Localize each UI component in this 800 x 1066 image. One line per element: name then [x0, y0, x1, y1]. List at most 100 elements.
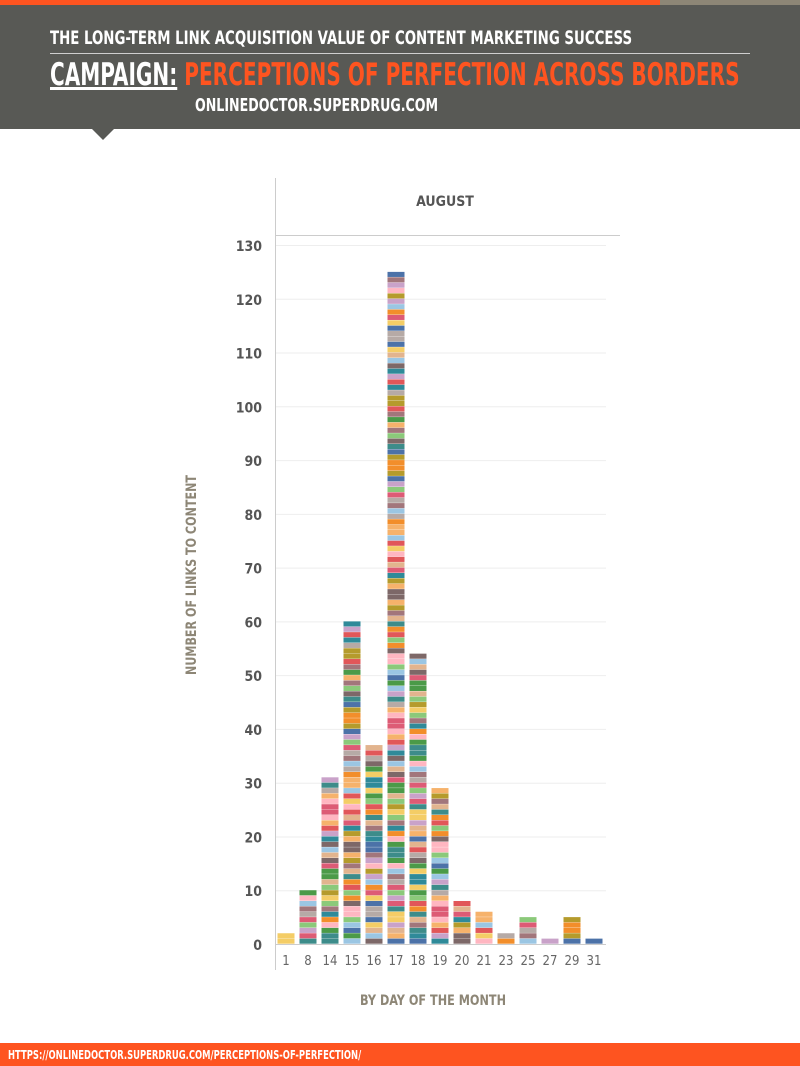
bar-segment — [387, 712, 405, 718]
bar-segment — [343, 626, 361, 632]
bar-segment — [365, 745, 383, 751]
bar-segment — [563, 933, 581, 939]
bar-segment — [387, 680, 405, 686]
bar-segment — [497, 933, 515, 939]
y-tick-label: 70 — [244, 562, 262, 578]
bar-segment — [343, 691, 361, 697]
bar-segment — [387, 406, 405, 412]
bar-segment — [431, 825, 449, 831]
bar-segment — [343, 659, 361, 665]
bar-segment — [387, 766, 405, 772]
bar-segment — [387, 691, 405, 697]
bar-segment — [409, 938, 427, 944]
bar-segment — [431, 927, 449, 933]
bar-segment — [409, 874, 427, 880]
bar-segment — [387, 589, 405, 595]
bar-segment — [387, 771, 405, 778]
bar-segment — [365, 755, 383, 761]
bar-segment — [519, 933, 537, 939]
y-tick-label: 30 — [244, 777, 262, 793]
bar-segment — [343, 718, 361, 724]
bar-segment — [387, 572, 405, 579]
bar-segment — [365, 900, 383, 907]
bar-segment — [387, 820, 405, 826]
bar-segment — [365, 841, 383, 847]
bar-segment — [365, 884, 383, 890]
bar-segment — [453, 933, 471, 939]
bar-segment — [409, 868, 427, 874]
bar-segment — [387, 363, 405, 369]
bar-segment — [585, 938, 603, 944]
bar-segment — [387, 927, 405, 933]
bar-segment — [409, 707, 427, 713]
bar-segment — [343, 825, 361, 831]
bar-segment — [387, 637, 405, 643]
bar-segment — [431, 788, 449, 794]
bar-segment — [409, 852, 427, 858]
bar-segment — [387, 664, 405, 670]
bar-segment — [409, 777, 427, 783]
bar-segment — [409, 927, 427, 933]
bar-day-16 — [365, 745, 383, 944]
bar-segment — [387, 449, 405, 455]
bar-segment — [409, 820, 427, 826]
bar-segment — [321, 798, 339, 804]
x-tick-label: 14 — [323, 954, 338, 969]
bar-day-27 — [541, 938, 559, 944]
bar-segment — [299, 922, 317, 928]
bar-segment — [299, 933, 317, 939]
bar-segment — [343, 911, 361, 917]
bar-segment — [387, 814, 405, 821]
bar-segment — [343, 793, 361, 799]
bar-segment — [387, 723, 405, 729]
bar-segment — [519, 922, 537, 928]
bar-segment — [387, 857, 405, 864]
bar-segment — [431, 852, 449, 858]
bar-segment — [365, 809, 383, 815]
bar-segment — [387, 443, 405, 450]
bar-segment — [387, 513, 405, 519]
bar-segment — [343, 836, 361, 842]
bar-segment — [475, 927, 493, 933]
bar-segment — [387, 809, 405, 815]
x-tick-label: 25 — [521, 954, 536, 969]
bar-segment — [387, 922, 405, 928]
footer-url[interactable]: HTTPS://ONLINEDOCTOR.SUPERDRUG.COM/PERCE… — [8, 1048, 362, 1062]
bar-segment — [299, 890, 317, 896]
bar-segment — [343, 653, 361, 659]
bar-segment — [365, 874, 383, 880]
bar-segment — [343, 890, 361, 896]
bar-segment — [387, 325, 405, 331]
bar-segment — [387, 879, 405, 885]
bar-segment — [387, 804, 405, 810]
bar-segment — [387, 470, 405, 476]
site-name: ONLINEDOCTOR.SUPERDRUG.COM — [195, 95, 439, 116]
bar-segment — [431, 879, 449, 885]
bar-day-18 — [409, 653, 427, 944]
x-tick-label: 18 — [411, 954, 426, 969]
bar-segment — [431, 798, 449, 804]
x-tick-label: 16 — [367, 954, 382, 969]
bar-segment — [343, 739, 361, 745]
bar-segment — [409, 836, 427, 842]
bar-segment — [563, 922, 581, 928]
bar-segment — [431, 900, 449, 907]
bar-segment — [519, 917, 537, 923]
bar-segment — [343, 868, 361, 874]
bar-segment — [343, 922, 361, 928]
bar-segment — [431, 895, 449, 901]
bar-segment — [409, 739, 427, 745]
bar-segment — [343, 917, 361, 923]
bar-segment — [431, 863, 449, 869]
bar-segment — [563, 927, 581, 933]
bar-segment — [409, 653, 427, 659]
bar-segment — [409, 917, 427, 923]
bar-segment — [563, 917, 581, 923]
bar-day-29 — [563, 917, 581, 944]
bar-segment — [409, 890, 427, 896]
bar-day-14 — [321, 777, 339, 944]
bar-segment — [387, 632, 405, 638]
bar-segment — [387, 610, 405, 616]
bar-segment — [343, 857, 361, 864]
bar-segment — [321, 814, 339, 821]
